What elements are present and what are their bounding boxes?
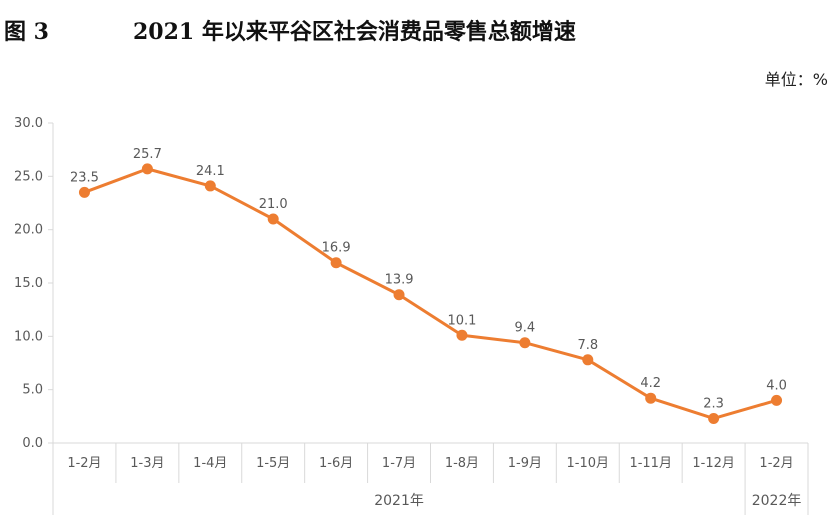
data-label: 4.2 [640,376,661,391]
data-point [204,180,216,192]
x-tick-label: 1-7月 [382,456,416,471]
y-tick-label: 10.0 [14,329,43,344]
x-tick-label: 1-11月 [629,456,672,471]
x-tick-label: 1-12月 [692,456,735,471]
x-tick-label: 1-6月 [319,456,353,471]
data-point [267,213,279,225]
data-point [519,337,531,349]
x-tick-label: 1-4月 [193,456,227,471]
x-tick-label: 1-2月 [67,456,101,471]
data-label: 10.1 [447,313,476,328]
data-label: 2.3 [703,396,724,411]
data-label: 24.1 [196,164,225,179]
data-point [582,354,594,366]
data-point [645,392,657,404]
chart-title: 2021 年以来平谷区社会消费品零售总额增速 [133,19,576,45]
x-tick-label: 1-5月 [256,456,290,471]
data-label: 23.5 [70,170,99,185]
data-point [771,394,783,406]
x-tick-label: 1-10月 [567,456,610,471]
data-point [330,257,342,269]
x-tick-label: 1-9月 [508,456,542,471]
y-tick-label: 20.0 [14,223,43,238]
data-point [393,289,405,301]
y-tick-label: 30.0 [14,116,43,131]
y-tick-label: 0.0 [22,436,43,451]
x-tick-label: 1-8月 [445,456,479,471]
figure-label: 图 3 [4,19,49,45]
series-line [82,167,779,420]
data-label: 9.4 [515,321,536,336]
data-point [78,186,90,198]
y-tick-label: 25.0 [14,169,43,184]
data-label: 4.0 [766,378,787,393]
data-label: 25.7 [133,147,162,162]
y-tick-label: 15.0 [14,276,43,291]
group-label: 2022年 [752,493,802,509]
data-label: 13.9 [385,273,414,288]
group-label: 2021年 [374,493,424,509]
data-point [708,412,720,424]
x-tick-label: 1-2月 [759,456,793,471]
x-tick-label: 1-3月 [130,456,164,471]
data-label: 21.0 [259,197,288,212]
data-label: 16.9 [322,241,351,256]
data-label: 7.8 [577,338,598,353]
data-point [141,163,153,175]
data-point [456,329,468,341]
unit-label: 单位：% [764,70,828,89]
y-tick-label: 5.0 [22,383,43,398]
